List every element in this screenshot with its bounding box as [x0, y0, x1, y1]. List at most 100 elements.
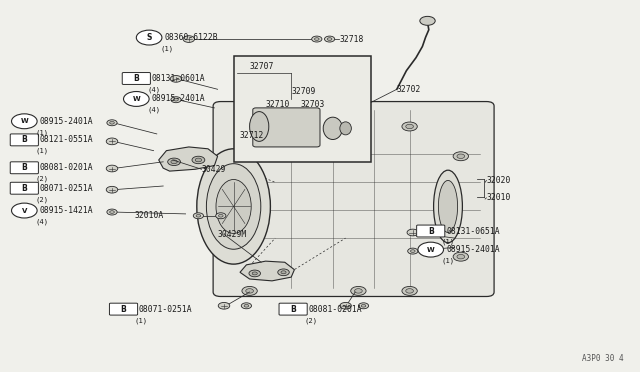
Text: (1): (1) [442, 257, 455, 264]
Text: 32010A: 32010A [134, 211, 164, 220]
FancyBboxPatch shape [10, 182, 38, 194]
Text: A3P0 30 4: A3P0 30 4 [582, 354, 624, 363]
Ellipse shape [323, 117, 342, 140]
Text: B: B [291, 305, 296, 314]
Circle shape [324, 36, 335, 42]
Circle shape [196, 214, 201, 217]
Circle shape [246, 124, 253, 129]
Circle shape [109, 121, 115, 124]
Circle shape [173, 98, 179, 101]
Circle shape [457, 254, 465, 259]
Circle shape [192, 156, 205, 164]
Circle shape [171, 160, 177, 164]
Circle shape [124, 92, 149, 106]
FancyBboxPatch shape [279, 303, 307, 315]
Circle shape [193, 213, 204, 219]
Circle shape [195, 158, 202, 162]
Text: 08071-0251A: 08071-0251A [40, 184, 93, 193]
Ellipse shape [434, 170, 463, 243]
Text: 08121-0551A: 08121-0551A [40, 135, 93, 144]
FancyBboxPatch shape [273, 99, 357, 129]
Circle shape [171, 97, 181, 103]
Ellipse shape [340, 122, 351, 135]
Circle shape [418, 242, 444, 257]
Text: (1): (1) [160, 45, 173, 52]
Text: (4): (4) [35, 218, 49, 225]
Circle shape [106, 186, 118, 193]
Circle shape [355, 289, 362, 293]
Circle shape [358, 303, 369, 309]
Ellipse shape [250, 112, 269, 141]
Text: V: V [22, 208, 27, 214]
Circle shape [106, 138, 118, 145]
Text: 32709: 32709 [291, 87, 316, 96]
Circle shape [453, 152, 468, 161]
Text: 08915-1421A: 08915-1421A [40, 206, 93, 215]
Circle shape [168, 158, 180, 166]
FancyBboxPatch shape [109, 303, 138, 315]
Circle shape [312, 36, 322, 42]
Circle shape [170, 76, 182, 82]
Circle shape [402, 286, 417, 295]
Text: 32718: 32718 [339, 35, 364, 44]
Circle shape [406, 124, 413, 129]
Circle shape [242, 122, 257, 131]
Circle shape [12, 114, 37, 129]
Bar [234, 56, 371, 162]
Text: 08071-0251A: 08071-0251A [139, 305, 193, 314]
Text: (2): (2) [304, 317, 317, 324]
Circle shape [407, 229, 419, 236]
Circle shape [107, 120, 117, 126]
Text: B: B [121, 305, 126, 314]
Circle shape [406, 289, 413, 293]
Text: 30429: 30429 [202, 165, 226, 174]
FancyBboxPatch shape [122, 73, 150, 84]
Circle shape [410, 250, 415, 253]
Text: 08915-2401A: 08915-2401A [40, 117, 93, 126]
Circle shape [351, 122, 366, 131]
Circle shape [340, 302, 351, 309]
Text: W: W [427, 247, 435, 253]
Text: B: B [134, 74, 139, 83]
Text: 32710: 32710 [266, 100, 290, 109]
Circle shape [408, 248, 418, 254]
Text: 08360-6122B: 08360-6122B [164, 33, 218, 42]
Text: (1): (1) [442, 239, 455, 246]
Circle shape [106, 165, 118, 172]
Text: S: S [147, 33, 152, 42]
Text: 08915-2401A: 08915-2401A [446, 245, 500, 254]
Circle shape [327, 38, 332, 41]
Circle shape [249, 270, 260, 277]
Circle shape [109, 211, 115, 214]
Circle shape [246, 289, 253, 293]
Text: B: B [22, 135, 27, 144]
Circle shape [216, 213, 226, 219]
Text: B: B [22, 163, 27, 172]
Polygon shape [159, 147, 218, 171]
Text: (1): (1) [35, 129, 49, 136]
Text: (1): (1) [134, 317, 148, 324]
Circle shape [218, 214, 223, 217]
Circle shape [136, 30, 162, 45]
Circle shape [420, 16, 435, 25]
Circle shape [402, 122, 417, 131]
Text: 32020: 32020 [486, 176, 511, 185]
FancyBboxPatch shape [10, 162, 38, 174]
Text: B: B [22, 184, 27, 193]
Ellipse shape [206, 164, 261, 249]
Text: 32702: 32702 [397, 85, 421, 94]
Text: 08131-0651A: 08131-0651A [446, 227, 500, 235]
FancyBboxPatch shape [417, 225, 445, 237]
Text: (2): (2) [35, 176, 49, 182]
Text: 08081-0201A: 08081-0201A [40, 163, 93, 172]
Circle shape [107, 209, 117, 215]
Circle shape [314, 38, 319, 41]
FancyBboxPatch shape [253, 108, 320, 147]
Circle shape [252, 272, 257, 275]
Polygon shape [240, 261, 294, 281]
Circle shape [281, 271, 286, 274]
Text: W: W [132, 96, 140, 102]
Ellipse shape [438, 180, 458, 232]
Circle shape [457, 154, 465, 158]
Text: B: B [428, 227, 433, 235]
